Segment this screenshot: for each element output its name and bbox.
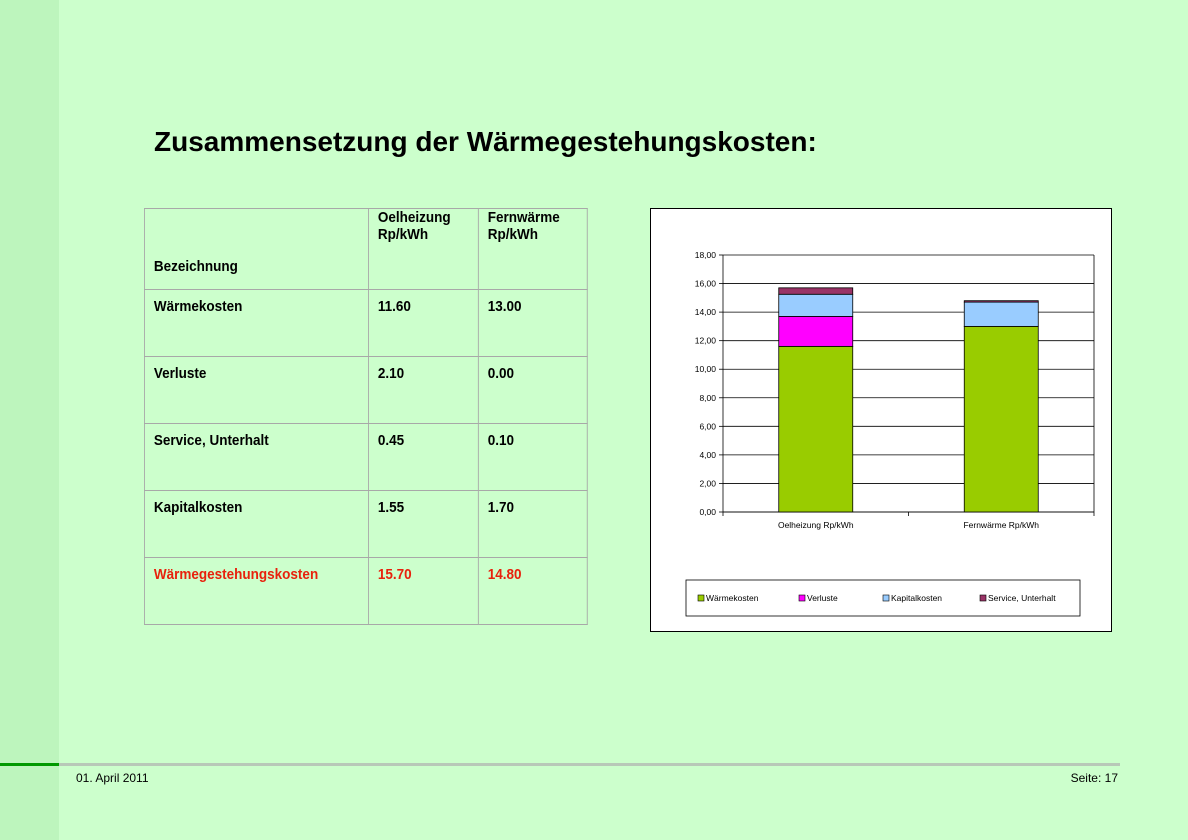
table-cell-value: 1.70 [477, 490, 588, 558]
table-cell-label: Kapitalkosten [144, 490, 369, 558]
bar-segment-kapitalkosten [778, 293, 854, 317]
y-tick-label: 8,00 [699, 393, 716, 403]
bar-segment-verluste [778, 315, 854, 347]
table-total-value: 14.80 [477, 557, 588, 625]
cost-table: Bezeichnung Oelheizung Rp/kWh Fernwärme … [144, 208, 588, 625]
table-header-fernwaerme-line2: Rp/kWh [487, 226, 538, 243]
bar-segment-w-rmekosten [778, 345, 854, 513]
legend-label: Wärmekosten [706, 593, 759, 603]
left-strip [0, 0, 59, 840]
y-tick-label: 16,00 [695, 279, 717, 289]
table-cell-value: 2.10 [368, 356, 479, 424]
x-tick-label: Fernwärme Rp/kWh [963, 520, 1039, 530]
y-tick-label: 10,00 [695, 364, 717, 374]
chart-box: 0,00 2,00 4,00 6,00 8,00 10,00 12,00 14,00 16,00… [650, 208, 1112, 632]
table-cell-value: 0.45 [368, 423, 479, 491]
table-cell-label: Service, Unterhalt [144, 423, 369, 491]
page-title: Zusammensetzung der Wärmegestehungskoste… [154, 126, 817, 157]
table-header-oelheizung-line1: Oelheizung [377, 209, 451, 226]
stacked-bar-chart: 0,00 2,00 4,00 6,00 8,00 10,00 12,00 14,00 16,00… [685, 250, 1095, 617]
table-cell-label: Wärmekosten [144, 289, 369, 357]
bar-segment-service-unterhalt [778, 287, 854, 295]
legend-swatch [697, 594, 705, 602]
legend-swatch [798, 594, 806, 602]
footer-divider [59, 763, 1120, 766]
table-total-value: 15.70 [368, 557, 479, 625]
y-tick-label: 2,00 [699, 478, 716, 488]
y-tick-label: 0,00 [699, 507, 716, 517]
table-header-fernwaerme: Fernwärme Rp/kWh [477, 208, 588, 290]
legend-label: Kapitalkosten [891, 593, 942, 603]
bar-segment-w-rmekosten [963, 325, 1039, 513]
table-row: Wärmekosten 11.60 13.00 [144, 289, 588, 357]
legend-swatch [882, 594, 890, 602]
table-cell-value: 0.00 [477, 356, 588, 424]
table-row: Kapitalkosten 1.55 1.70 [144, 490, 588, 558]
table-cell-value: 13.00 [477, 289, 588, 357]
table-header-row: Bezeichnung Oelheizung Rp/kWh Fernwärme … [144, 208, 588, 290]
y-tick-label: 18,00 [695, 250, 717, 260]
table-cell-value: 0.10 [477, 423, 588, 491]
y-tick-label: 12,00 [695, 336, 717, 346]
table-cell-value: 11.60 [368, 289, 479, 357]
legend-swatch [979, 594, 987, 602]
x-tick-label: Oelheizung Rp/kWh [778, 520, 854, 530]
bar-segment-service-unterhalt [963, 300, 1039, 303]
table-cell-value: 1.55 [368, 490, 479, 558]
table-cell-label: Verluste [144, 356, 369, 424]
footer-page-number: Seite: 17 [1070, 771, 1118, 785]
footer-date: 01. April 2011 [76, 771, 149, 785]
footer-accent-line [0, 763, 59, 766]
y-tick-label: 4,00 [699, 450, 716, 460]
table-header-oelheizung: Oelheizung Rp/kWh [368, 208, 479, 290]
table-total-row: Wärmegestehungskosten 15.70 14.80 [144, 557, 588, 625]
table-header-oelheizung-line2: Rp/kWh [377, 226, 429, 243]
table-row: Service, Unterhalt 0.45 0.10 [144, 423, 588, 491]
y-tick-label: 14,00 [695, 307, 717, 317]
table-row: Verluste 2.10 0.00 [144, 356, 588, 424]
table-total-label: Wärmegestehungskosten [144, 557, 369, 625]
legend-label: Service, Unterhalt [988, 593, 1056, 603]
bar-segment-kapitalkosten [963, 301, 1039, 327]
y-tick-label: 6,00 [699, 421, 716, 431]
legend-label: Verluste [807, 593, 838, 603]
table-header-fernwaerme-line1: Fernwärme [487, 209, 560, 226]
table-header-bezeichnung: Bezeichnung [144, 208, 369, 290]
